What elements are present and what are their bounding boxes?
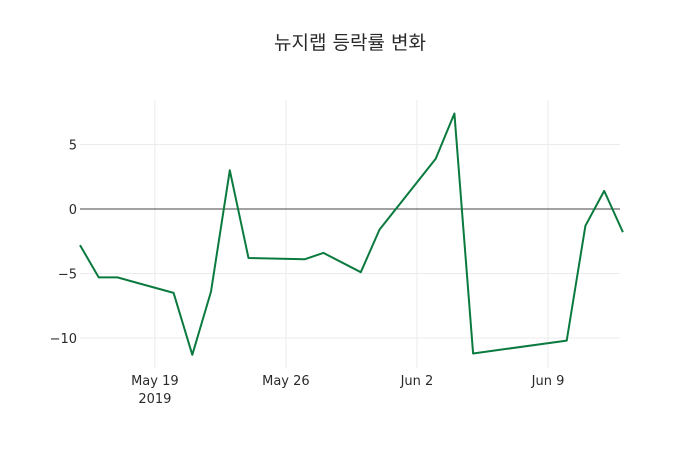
x-tick-year-label: 2019 [138,392,171,407]
y-tick-label: 5 [69,139,77,154]
y-tick-label: −10 [50,332,77,347]
x-tick-label: Jun 9 [531,374,565,389]
x-tick-label: May 26 [262,374,310,389]
data-line [79,112,624,356]
x-tick-label: Jun 2 [400,374,434,389]
y-tick-label: 0 [69,203,77,218]
y-tick-label: −5 [58,268,77,283]
x-tick-label: May 19 [131,374,179,389]
chart-title: 뉴지랩 등락률 변화 [274,32,426,54]
